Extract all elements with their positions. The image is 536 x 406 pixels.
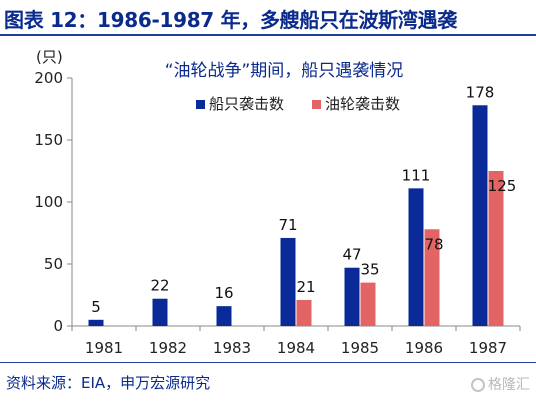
bar-tanker-attacks: [360, 282, 376, 326]
watermark: 格隆汇: [471, 374, 530, 394]
bar-ship-attacks: [280, 237, 296, 326]
footer-divider: [0, 362, 536, 363]
bar-chart: “油轮战争”期间，船只遇袭情况 (只) 0 50 100 150 200 1981 1982 19…: [34, 48, 521, 357]
data-label-ship-attacks: 16: [214, 284, 233, 302]
bar-ship-attacks: [472, 105, 488, 326]
data-label-ship-attacks: 22: [150, 277, 169, 295]
header-divider: [0, 34, 536, 36]
source-note: 资料来源：EIA，申万宏源研究: [6, 374, 211, 392]
bar-ship-attacks: [152, 298, 168, 326]
y-tick-label: 200: [34, 69, 63, 87]
data-label-tanker-attacks: 21: [296, 278, 315, 296]
x-tick-label: 1986: [405, 339, 443, 357]
legend-swatch-tanker-attacks: [312, 100, 321, 109]
watermark-text: 格隆汇: [488, 377, 530, 393]
data-label-ship-attacks: 71: [278, 216, 297, 234]
bar-ship-attacks: [344, 267, 360, 326]
bar-tanker-attacks: [424, 229, 440, 326]
data-label-tanker-attacks: 35: [360, 261, 379, 279]
data-label-ship-attacks: 5: [91, 298, 101, 316]
x-tick-label: 1985: [341, 339, 379, 357]
bar-tanker-attacks: [296, 299, 312, 326]
legend-label-ship-attacks: 船只袭击数: [209, 95, 284, 113]
legend-swatch-ship-attacks: [196, 100, 205, 109]
x-tick-label: 1981: [85, 339, 123, 357]
y-tick-label: 100: [34, 193, 63, 211]
data-label-tanker-attacks: 125: [488, 177, 517, 195]
data-label-ship-attacks: 47: [342, 246, 361, 264]
bar-ship-attacks: [216, 306, 232, 326]
bar-ship-attacks: [408, 188, 424, 326]
data-label-ship-attacks: 111: [402, 166, 431, 184]
y-axis-unit-label: (只): [36, 48, 63, 66]
figure-title: 图表 12：1986-1987 年，多艘船只在波斯湾遇袭: [4, 8, 457, 32]
x-tick-label: 1983: [213, 339, 251, 357]
x-tick-label: 1987: [469, 339, 507, 357]
data-label-tanker-attacks: 78: [424, 235, 443, 253]
y-tick-label: 150: [34, 131, 63, 149]
x-tick-label: 1982: [149, 339, 187, 357]
watermark-logo-icon: [471, 378, 485, 392]
y-tick-label: 0: [53, 317, 63, 335]
legend-label-tanker-attacks: 油轮袭击数: [325, 95, 400, 113]
report-header: 图表 12：1986-1987 年，多艘船只在波斯湾遇袭: [0, 0, 536, 36]
chart-title: “油轮战争”期间，船只遇袭情况: [165, 61, 404, 81]
bar-tanker-attacks: [488, 171, 504, 326]
y-tick-label: 50: [44, 255, 63, 273]
x-tick-label: 1984: [277, 339, 315, 357]
data-label-ship-attacks: 178: [466, 83, 495, 101]
bar-ship-attacks: [88, 319, 104, 326]
